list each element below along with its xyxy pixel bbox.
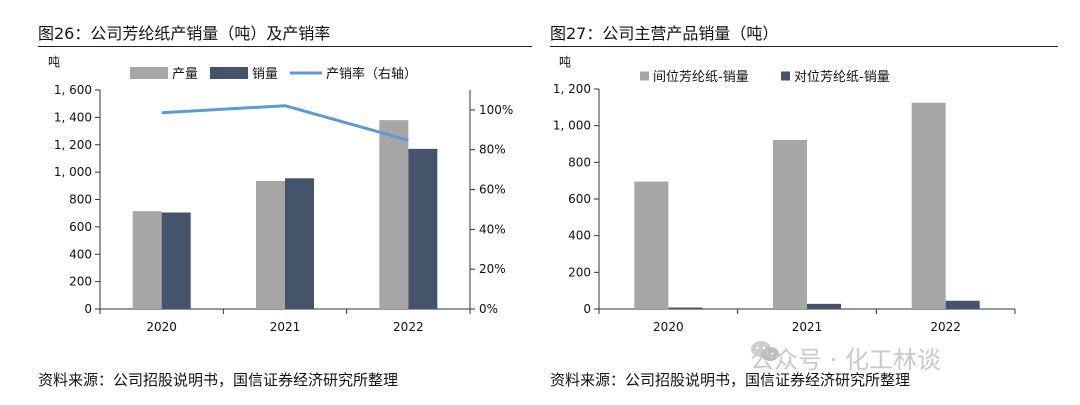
figure-26-chart: 0 200 400 600 800 1, 000 1, 200 1, 400 1, 600 吨 20… [48,55,513,334]
chart0-y2-tick-label: 80% [479,143,506,157]
figure-26-title-rule [38,46,532,47]
figure-27-panel: 图27：公司主营产品销量（吨） 0 200 400 600 800 1, 000 1, 20… [548,0,1080,405]
watermark: 公众号 · 化工林谈 [750,340,941,375]
chart0-bar [408,148,438,309]
chart1-bar [773,139,807,309]
chart0-x-tick-label: 2022 [393,320,424,334]
chart1-y-axis-label: 吨 [559,55,571,69]
chart0-y-tick-label: 1, 200 [54,138,92,152]
chart1-x-tick-label: 2021 [792,320,823,334]
chart0-legend-swatch [210,67,248,79]
figure-26-panel: 图26：公司芳纶纸产销量（吨）及产销率 0 200 400 600 800 1, 000 1… [38,24,532,389]
chart0-bar [285,178,314,309]
chart1-x-tick-label: 2020 [653,320,684,334]
chart1-y-tick-label: 800 [568,155,591,169]
chart1-bar [945,300,980,309]
chart0-x-tick-label: 2021 [270,320,301,334]
wechat-icon [751,341,779,361]
chart0-y2-tick-label: 20% [479,262,506,276]
chart0-y-tick-label: 1, 400 [54,110,92,124]
chart0-legend-label: 销量 [252,67,278,82]
chart0-x-tick-label: 2020 [146,320,177,334]
chart0-y-tick-label: 600 [69,220,92,234]
chart0-legend-label: 产销率（右轴） [326,66,417,82]
figure-27-title: 图27：公司主营产品销量（吨） [550,24,779,43]
chart1-bar [911,102,946,309]
chart0-legend-label: 产量 [172,67,198,82]
chart1-legend-swatch [640,71,649,81]
figure-27-chart: 0 200 400 600 800 1, 000 1, 200 吨 2020 2021 2022 间位… [553,55,1016,334]
figure-26-title: 图26：公司芳纶纸产销量（吨）及产销率 [38,24,331,43]
chart1-x-tick-label: 2022 [930,320,961,334]
figure-26-source: 资料来源：公司招股说明书，国信证券经济研究所整理 [38,371,399,389]
chart1-bar [807,303,841,309]
chart1-y-tick-label: 1, 000 [553,119,591,133]
watermark-text: 公众号 · 化工林谈 [750,346,941,374]
chart0-y-tick-label: 400 [69,247,92,261]
chart1-legend-swatch [781,71,790,81]
chart1-y-tick-label: 0 [583,302,591,316]
chart1-y-tick-label: 400 [568,229,591,243]
chart0-bar [161,212,191,309]
chart1-legend-label: 对位芳纶纸-销量 [794,70,890,85]
chart0-y-tick-label: 1, 000 [54,165,92,179]
chart0-y-tick-label: 800 [69,193,92,207]
chart1-y-tick-label: 200 [568,265,591,279]
chart1-bar [668,307,703,309]
chart0-y-tick-label: 0 [84,302,92,316]
chart1-bar [634,181,669,309]
chart0-y-tick-label: 1, 600 [54,83,92,97]
chart1-legend-label: 间位芳纶纸-销量 [653,70,749,85]
chart0-legend-swatch [130,67,168,79]
chart0-bar [132,211,162,309]
figure-27-title-rule [550,46,1058,47]
chart0-y-axis-label: 吨 [48,55,60,69]
chart0-y2-tick-label: 0% [479,302,498,316]
chart1-y-tick-label: 600 [568,192,591,206]
chart0-y-tick-label: 200 [69,275,92,289]
chart0-bar [379,120,409,309]
chart0-bar [256,181,285,309]
chart0-line-series [161,104,409,142]
chart0-y2-tick-label: 40% [479,222,506,236]
chart0-y2-tick-label: 60% [479,183,506,197]
figure-27-source: 资料来源：公司招股说明书，国信证券经济研究所整理 [550,371,911,389]
chart1-y-tick-label: 1, 200 [553,82,591,96]
chart0-y2-tick-label: 100% [479,103,513,117]
